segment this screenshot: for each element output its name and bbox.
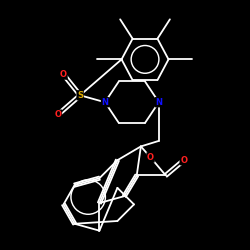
Text: N: N — [102, 98, 108, 107]
Text: O: O — [54, 110, 62, 119]
Text: N: N — [155, 98, 162, 107]
Text: O: O — [147, 153, 154, 162]
Text: O: O — [180, 156, 187, 165]
Text: S: S — [77, 91, 83, 100]
Text: O: O — [60, 70, 67, 79]
